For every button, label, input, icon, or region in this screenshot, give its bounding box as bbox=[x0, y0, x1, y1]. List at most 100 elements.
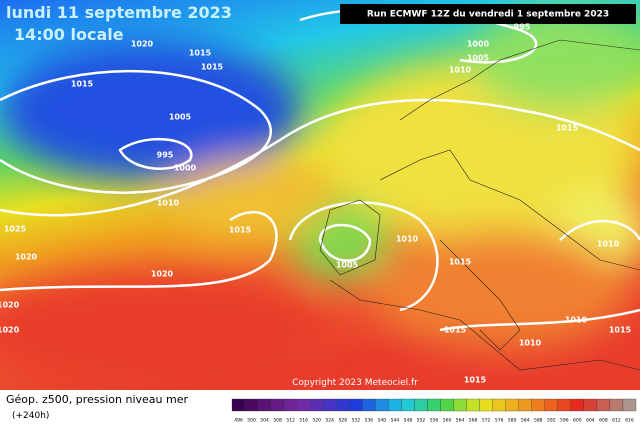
scale-swatch bbox=[557, 398, 571, 412]
isobar-label: 1010 bbox=[597, 240, 620, 249]
isobar-label: 1025 bbox=[4, 225, 27, 234]
isobar-label: 1015 bbox=[609, 326, 632, 335]
isobar-label: 1015 bbox=[71, 80, 94, 89]
scale-swatch bbox=[596, 398, 611, 412]
scale-swatch bbox=[349, 398, 363, 412]
coastlines bbox=[319, 39, 640, 371]
isobar-label: 1020 bbox=[15, 253, 38, 262]
isobars bbox=[0, 7, 640, 332]
scale-label: 564 bbox=[456, 418, 465, 424]
legend-title: Géop. z500, pression niveau mer bbox=[6, 393, 189, 406]
scale-label: 552 bbox=[417, 418, 426, 424]
isobar-label: 1015 bbox=[229, 226, 252, 235]
scale-swatch bbox=[388, 398, 402, 412]
scale-swatch bbox=[270, 398, 285, 412]
scale-label: 572 bbox=[482, 418, 491, 424]
isobar-label: 1010 bbox=[157, 199, 180, 208]
scale-label: 604 bbox=[586, 418, 595, 424]
scale-swatch bbox=[466, 398, 480, 412]
scale-swatch bbox=[362, 398, 376, 412]
isobar-label: 1020 bbox=[0, 326, 20, 335]
scale-label: 540 bbox=[378, 418, 387, 424]
isobar-label: 1010 bbox=[396, 235, 419, 244]
scale-label: 588 bbox=[534, 418, 543, 424]
scale-label: 548 bbox=[404, 418, 413, 424]
isobar-label: 1020 bbox=[131, 40, 154, 49]
scale-label: 596 bbox=[560, 418, 569, 424]
scale-label: 568 bbox=[469, 418, 478, 424]
scale-label: 504 bbox=[260, 418, 269, 424]
isobar-label: 1015 bbox=[201, 63, 224, 72]
field bbox=[0, 0, 640, 390]
isobar-label: 995 bbox=[514, 23, 531, 32]
isobar-label: 1005 bbox=[467, 54, 490, 63]
scale-swatch bbox=[257, 398, 272, 412]
scale-label: 520 bbox=[312, 418, 321, 424]
scale-swatch bbox=[336, 398, 350, 412]
time: 14:00 locale bbox=[14, 25, 124, 44]
scale-label: 580 bbox=[508, 418, 517, 424]
isobar-label: 1015 bbox=[189, 49, 212, 58]
scale-label: 496 bbox=[234, 418, 243, 424]
scale-label: 608 bbox=[599, 418, 608, 424]
isobar-label: 1005 bbox=[169, 113, 192, 122]
isobar-label: 1000 bbox=[467, 40, 490, 49]
scale-swatch bbox=[479, 398, 493, 412]
scale-label: 584 bbox=[521, 418, 530, 424]
scale-label: 532 bbox=[352, 418, 361, 424]
scale-swatch bbox=[570, 398, 585, 412]
isobar-label: 1020 bbox=[0, 301, 20, 310]
isobar-label: 1010 bbox=[449, 66, 472, 75]
scale-swatch bbox=[414, 398, 428, 412]
scale-label: 524 bbox=[325, 418, 334, 424]
isobar-label: 1010 bbox=[565, 316, 588, 325]
isobar-label: 995 bbox=[157, 151, 174, 160]
scale-swatch bbox=[375, 398, 389, 412]
isobar-labels: 1020101510151015100599510001010101510251… bbox=[0, 23, 632, 385]
scale-swatch bbox=[531, 398, 545, 412]
isobar-label: 1010 bbox=[519, 339, 542, 348]
run-banner bbox=[340, 4, 636, 24]
scale-label: 600 bbox=[573, 418, 582, 424]
scale-label: 576 bbox=[495, 418, 504, 424]
scale-swatch bbox=[323, 398, 337, 412]
isobar-label: 1020 bbox=[151, 270, 174, 279]
scale-label: 544 bbox=[391, 418, 400, 424]
scale-label: 516 bbox=[299, 418, 308, 424]
scale-swatch bbox=[283, 398, 298, 412]
run-info: Run ECMWF 12Z du vendredi 1 septembre 20… bbox=[367, 10, 609, 20]
scale-swatch bbox=[401, 398, 415, 412]
scale-label: 612 bbox=[612, 418, 621, 424]
scale-swatch bbox=[427, 398, 441, 412]
scale-swatch bbox=[310, 398, 324, 412]
copyright: Copyright 2023 Meteociel.fr bbox=[292, 378, 418, 388]
isobar-label: 1015 bbox=[444, 326, 467, 335]
scale-swatch bbox=[440, 398, 454, 412]
isobar-label: 1015 bbox=[556, 124, 579, 133]
isobar-label: 1015 bbox=[464, 376, 487, 385]
scale-swatch bbox=[609, 398, 624, 412]
scale-swatch bbox=[297, 398, 311, 412]
scale-label: 528 bbox=[338, 418, 347, 424]
scale-label: 508 bbox=[273, 418, 282, 424]
scale-swatch bbox=[518, 398, 532, 412]
isobar-label: 1005 bbox=[336, 261, 359, 270]
color-scale: 496 500 504 508 512 516 520 524 528 532 536 540 544 5… bbox=[231, 398, 637, 424]
scale-swatch bbox=[622, 398, 637, 412]
scale-swatch bbox=[453, 398, 467, 412]
scale-label: 556 bbox=[430, 418, 439, 424]
isobar-label: 1000 bbox=[174, 164, 197, 173]
lead-time: (+240h) bbox=[12, 411, 49, 421]
scale-swatch bbox=[583, 398, 598, 412]
scale-swatch bbox=[244, 398, 259, 412]
scale-swatch bbox=[505, 398, 519, 412]
scale-swatch bbox=[492, 398, 506, 412]
isobar-label: 1015 bbox=[449, 258, 472, 267]
scale-label: 592 bbox=[547, 418, 556, 424]
scale-label: 512 bbox=[286, 418, 295, 424]
scale-label: 560 bbox=[443, 418, 452, 424]
date: lundi 11 septembre 2023 bbox=[6, 3, 232, 22]
scale-swatch bbox=[544, 398, 558, 412]
